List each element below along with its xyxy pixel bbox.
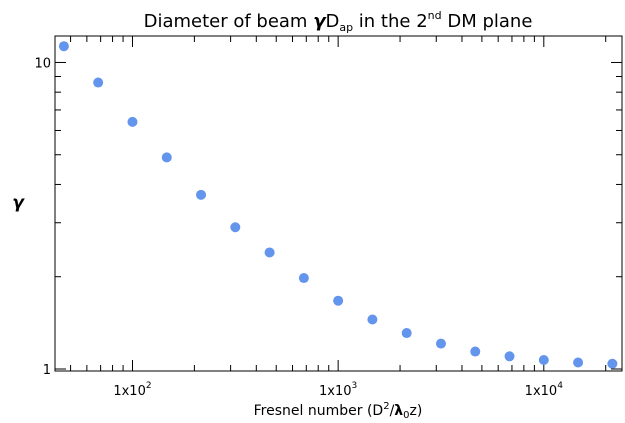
data-point	[504, 351, 515, 362]
data-point	[58, 41, 69, 52]
y-axis-ticks	[55, 61, 622, 370]
y-axis-tick-labels: 1 10	[34, 56, 51, 378]
data-points	[58, 41, 618, 369]
y-tick-label: 10	[34, 56, 51, 71]
data-point	[127, 116, 138, 127]
data-point	[470, 346, 481, 357]
y-tick-label: 1	[43, 363, 51, 378]
y-axis-label: γ	[12, 193, 25, 213]
title-gamma-symbol: γ	[313, 11, 327, 32]
x-axis-label: Fresnel number (D2/λ0z)	[254, 401, 423, 421]
data-point	[538, 354, 549, 365]
data-point	[93, 77, 104, 88]
data-point	[435, 338, 446, 349]
x-axis-tick-labels: 1x102 1x103 1x104	[113, 381, 563, 399]
data-point	[196, 189, 207, 200]
x-tick-label: 1x102	[113, 381, 151, 399]
data-point	[573, 357, 584, 368]
data-point	[333, 295, 344, 306]
x-tick-label: 1x103	[319, 381, 357, 399]
data-point	[367, 314, 378, 325]
data-point	[264, 247, 275, 258]
plot-frame	[54, 35, 623, 372]
data-point	[401, 328, 412, 339]
x-axis-ticks	[70, 36, 607, 371]
data-point	[298, 273, 309, 284]
data-point	[161, 152, 172, 163]
x-tick-label: 1x104	[525, 381, 564, 399]
chart-title: Diameter of beam γDap in the 2nd DM plan…	[144, 9, 533, 34]
data-point	[607, 358, 618, 369]
data-point	[230, 222, 241, 233]
